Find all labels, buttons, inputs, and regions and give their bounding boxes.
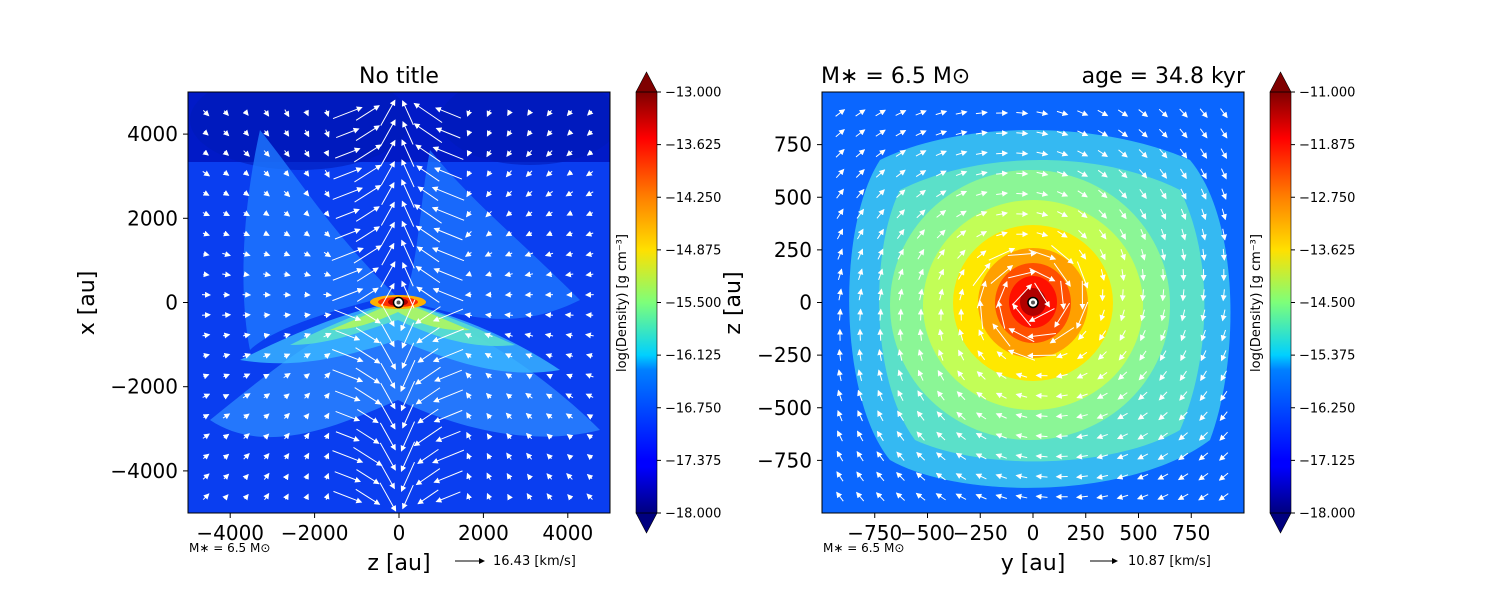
y-tick-label: −4000 [110,459,178,483]
velocity-arrow [222,315,230,316]
right-mass-annotation: M∗ = 6.5 M⊙ [823,541,904,555]
colorbar-tick-label: −17.375 [665,454,721,469]
colorbar-tick-label: −14.250 [665,191,721,206]
velocity-arrow [1016,173,1027,174]
x-tick-label: 500 [1119,521,1157,545]
y-tick-label: 0 [799,291,812,315]
left-colorbar-ticks: −13.000 −13.625 −14.250 −14.875 −15.500 −16.1… [657,86,721,522]
right-sink-marker [1028,298,1038,308]
y-tick-label: 750 [774,133,812,157]
right-colorbar: −11.000 −11.875 −12.750 −13.625 −14.500 −15.3… [1249,72,1355,533]
y-tick-label: −250 [757,343,812,367]
colorbar-tick-label: −13.000 [665,86,721,101]
velocity-arrow [880,330,881,341]
left-sink-marker [394,298,404,308]
velocity-arrow [1028,355,1056,356]
left-mass-annotation: M∗ = 6.5 M⊙ [189,541,270,555]
left-colorbar-label: log(Density) [g cm⁻³] [615,234,630,372]
colorbar-tick-label: −16.125 [665,349,721,364]
colorbar-tick-label: −11.875 [1299,138,1355,153]
velocity-arrow [466,294,472,295]
x-tick-label: −500 [900,521,955,545]
velocity-arrow [1037,396,1048,397]
right-panel: M∗ = 6.5 M⊙ age = 34.8 kyr −750−500−250 0… [721,64,1355,576]
x-tick-label: 0 [393,521,406,545]
velocity-arrow [566,315,574,316]
y-tick-label: 500 [774,185,812,209]
left-vector-key-label: 16.43 [km/s] [493,554,576,569]
right-xlabel: y [au] [1001,551,1066,576]
x-tick-label: 4000 [542,521,593,545]
colorbar-tick-label: −13.625 [665,138,721,153]
colorbar-tick-label: −15.375 [1299,349,1355,364]
velocity-arrow [243,315,250,316]
left-title: No title [359,64,439,89]
colorbar-tick-label: −16.250 [1299,401,1355,416]
left-vector-key: 16.43 [km/s] [455,554,576,569]
x-tick-label: −2000 [281,521,349,545]
left-ylabel: x [au] [75,271,100,336]
y-tick-label: −750 [757,448,812,472]
y-tick-label: 250 [774,238,812,262]
right-vector-key-label: 10.87 [km/s] [1128,554,1211,569]
velocity-arrow [996,153,1007,154]
left-panel: No title −4000 −2000 0 2000 4000−4000−200002… [75,64,721,576]
x-tick-label: 2000 [458,521,509,545]
x-tick-label: 0 [1027,521,1040,545]
right-ylabel: z [au] [721,271,746,334]
left-colorbar: −13.000 −13.625 −14.250 −14.875 −15.500 −16.1… [615,72,721,533]
right-colorbar-ticks: −11.000 −11.875 −12.750 −13.625 −14.500 −15.3… [1291,86,1355,522]
y-tick-label: 4000 [127,122,178,146]
x-tick-label: 750 [1172,521,1210,545]
y-tick-label: −500 [757,396,812,420]
left-density-map [188,70,620,513]
velocity-arrow [546,315,553,316]
left-xlabel: z [au] [367,551,430,576]
right-colorbar-label: log(Density) [g cm⁻³] [1249,234,1264,372]
y-tick-label: −2000 [110,375,178,399]
right-vector-key: 10.87 [km/s] [1090,554,1211,569]
velocity-arrow [900,310,901,321]
velocity-arrow [526,315,532,316]
velocity-arrow [202,315,210,316]
y-tick-label: 2000 [127,206,178,230]
colorbar-tick-label: −12.750 [1299,191,1355,206]
colorbar-tick-label: −14.500 [1299,296,1355,311]
velocity-arrow [1016,194,1027,195]
velocity-arrow [1122,289,1123,300]
y-tick-label: 0 [165,291,178,315]
colorbar-tick-label: −18.000 [1299,507,1355,522]
velocity-arrow [264,315,270,316]
right-title-mass: M∗ = 6.5 M⊙ [821,64,970,89]
right-title-age: age = 34.8 kyr [1082,64,1246,89]
colorbar-tick-label: −11.000 [1299,86,1355,101]
colorbar-tick-label: −17.125 [1299,454,1355,469]
colorbar-tick-label: −13.625 [1299,243,1355,258]
x-tick-label: −250 [953,521,1008,545]
velocity-arrow [1163,269,1164,280]
x-tick-label: 250 [1067,521,1105,545]
colorbar-tick-label: −15.500 [665,296,721,311]
colorbar-tick-label: −18.000 [665,507,721,522]
colorbar-tick-label: −14.875 [665,243,721,258]
colorbar-tick-label: −16.750 [665,401,721,416]
